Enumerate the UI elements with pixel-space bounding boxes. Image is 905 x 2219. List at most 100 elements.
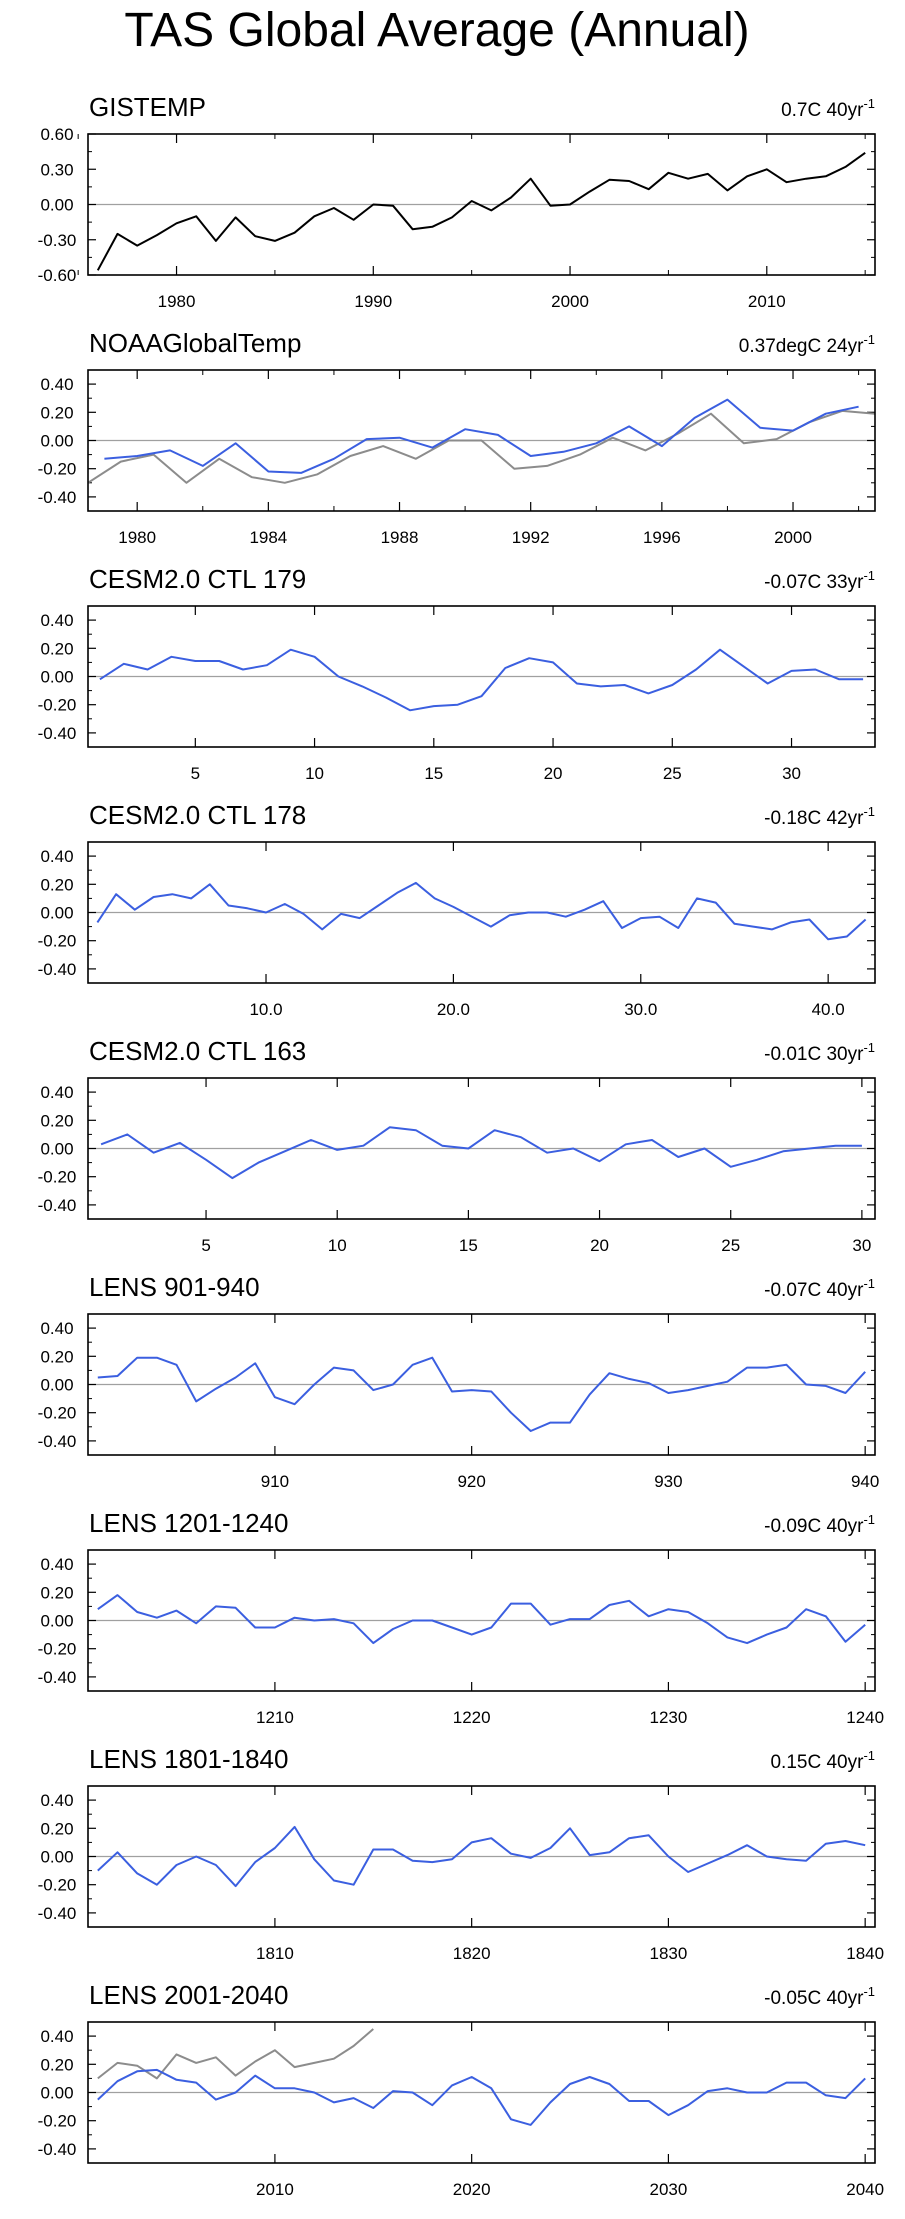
panel-trend-exponent: -1 <box>863 1276 875 1291</box>
series-group <box>97 2028 866 2126</box>
x-tick-label: 1996 <box>643 528 681 547</box>
panel-trend: -0.18C 42yr-1 <box>764 804 875 829</box>
y-tick-label: 0.00 <box>40 1848 73 1867</box>
x-tick-label: 2010 <box>748 292 786 311</box>
panel-1: GISTEMP 0.7C 40yr-1 0.60 0.30 0.00 -0.30 -0.60… <box>38 92 876 311</box>
y-tick-label: 0.20 <box>40 875 73 894</box>
x-tick-label: 1830 <box>649 1944 687 1963</box>
panel-trend: -0.07C 33yr-1 <box>764 568 875 593</box>
panel-6: LENS 901-940 -0.07C 40yr-1 0.40 0.20 0.00 -0.… <box>38 1272 880 1491</box>
panel-trend-exponent: -1 <box>863 1984 875 1999</box>
x-tick-label: 2010 <box>256 2180 294 2199</box>
y-tick-label: 0.40 <box>40 847 73 866</box>
x-tick-label: 1210 <box>256 1708 294 1727</box>
x-tick-label: 930 <box>654 1472 682 1491</box>
y-tick-label: -0.20 <box>38 932 77 951</box>
y-tick-label: 0.40 <box>40 1083 73 1102</box>
y-tick-label: 0.00 <box>40 668 73 687</box>
panel-title: LENS 2001-2040 <box>89 1980 288 2010</box>
y-tick-label: 0.20 <box>40 639 73 658</box>
x-tick-label: 30 <box>782 764 801 783</box>
y-tick-label: 0.00 <box>40 1612 73 1631</box>
plot-frame <box>87 1549 876 1692</box>
series-line-lens-2001-2040 <box>97 2068 866 2126</box>
series-line-ctl-163 <box>100 1126 862 1180</box>
panel-title: NOAAGlobalTemp <box>89 328 301 358</box>
y-tick-label: -0.40 <box>38 724 77 743</box>
panel-4: CESM2.0 CTL 178 -0.18C 42yr-1 0.40 0.20 0.00… <box>38 800 876 1019</box>
x-tick-label: 1820 <box>453 1944 491 1963</box>
y-tick-label: -0.40 <box>38 488 77 507</box>
plot-frame <box>87 1785 876 1928</box>
y-tick-label: 0.60 <box>40 125 73 144</box>
x-tick-label: 940 <box>851 1472 879 1491</box>
panel-7: LENS 1201-1240 -0.09C 40yr-1 0.40 0.20 0.00 -… <box>38 1508 884 1727</box>
panel-5: CESM2.0 CTL 163 -0.01C 30yr-1 0.40 0.20 0.00… <box>38 1036 876 1255</box>
series-line-gistemp <box>96 151 866 271</box>
series-group <box>100 1126 862 1180</box>
x-tick-label: 1990 <box>354 292 392 311</box>
panel-title: CESM2.0 CTL 163 <box>89 1036 306 1066</box>
series-group <box>88 398 875 484</box>
x-tick-label: 1988 <box>381 528 419 547</box>
panel-3: CESM2.0 CTL 179 -0.07C 33yr-1 0.40 0.20 0.00… <box>38 564 876 783</box>
y-tick-label: 0.20 <box>40 1583 73 1602</box>
panel-trend-exponent: -1 <box>863 332 875 347</box>
x-tick-label: 10.0 <box>249 1000 282 1019</box>
x-tick-label: 25 <box>721 1236 740 1255</box>
panel-title: LENS 1801-1840 <box>89 1744 288 1774</box>
series-line-reference <box>88 409 875 484</box>
y-tick-label: 0.20 <box>40 1111 73 1130</box>
series-group <box>99 648 864 712</box>
panel-title: GISTEMP <box>89 92 206 122</box>
y-tick-label: -0.20 <box>38 1404 77 1423</box>
figure-title: TAS Global Average (Annual) <box>124 4 749 57</box>
y-tick-label: 0.20 <box>40 1347 73 1366</box>
y-tick-label: 0.40 <box>40 1791 73 1810</box>
y-tick-label: -0.20 <box>38 460 77 479</box>
x-tick-label: 1980 <box>118 528 156 547</box>
series-group <box>97 1356 866 1432</box>
y-tick-label: -0.30 <box>38 231 77 250</box>
x-tick-label: 10 <box>328 1236 347 1255</box>
y-tick-label: -0.20 <box>38 1168 77 1187</box>
y-tick-label: -0.40 <box>38 1432 77 1451</box>
y-tick-label: -0.20 <box>38 1876 77 1895</box>
panel-trend-exponent: -1 <box>863 1512 875 1527</box>
x-tick-label: 30 <box>852 1236 871 1255</box>
x-tick-label: 1240 <box>846 1708 884 1727</box>
x-tick-label: 1810 <box>256 1944 294 1963</box>
series-line-lens-901-940 <box>97 1356 866 1432</box>
panel-9: LENS 2001-2040 -0.05C 40yr-1 0.40 0.20 0.00 -… <box>38 1980 884 2199</box>
series-group <box>96 151 866 271</box>
plot-frame <box>87 133 876 276</box>
x-tick-label: 20.0 <box>437 1000 470 1019</box>
panel-2: NOAAGlobalTemp 0.37degC 24yr-1 0.40 0.20 0.0… <box>38 328 876 547</box>
panel-trend-exponent: -1 <box>863 96 875 111</box>
x-tick-label: 1840 <box>846 1944 884 1963</box>
x-tick-label: 30.0 <box>624 1000 657 1019</box>
panel-trend-exponent: -1 <box>863 804 875 819</box>
x-tick-label: 2000 <box>774 528 812 547</box>
panel-trend: 0.37degC 24yr-1 <box>739 332 875 357</box>
y-tick-label: -0.20 <box>38 696 77 715</box>
panel-trend: 0.7C 40yr-1 <box>781 96 875 121</box>
y-tick-label: 0.00 <box>40 904 73 923</box>
panel-8: LENS 1801-1840 0.15C 40yr-1 0.40 0.20 0.00 -0… <box>38 1744 884 1963</box>
y-tick-label: 0.40 <box>40 375 73 394</box>
x-tick-label: 1980 <box>158 292 196 311</box>
y-tick-label: 0.40 <box>40 611 73 630</box>
panel-title: LENS 901-940 <box>89 1272 260 1302</box>
y-tick-label: 0.20 <box>40 403 73 422</box>
panel-trend-exponent: -1 <box>863 1748 875 1763</box>
y-tick-label: -0.60 <box>38 266 77 285</box>
plot-frame <box>87 841 876 984</box>
y-tick-label: 0.00 <box>40 2084 73 2103</box>
x-tick-label: 1984 <box>249 528 287 547</box>
x-tick-label: 2000 <box>551 292 589 311</box>
plot-frame <box>87 1077 876 1220</box>
y-tick-label: 0.00 <box>40 196 73 215</box>
y-tick-label: -0.20 <box>38 1640 77 1659</box>
y-tick-label: 0.00 <box>40 1140 73 1159</box>
